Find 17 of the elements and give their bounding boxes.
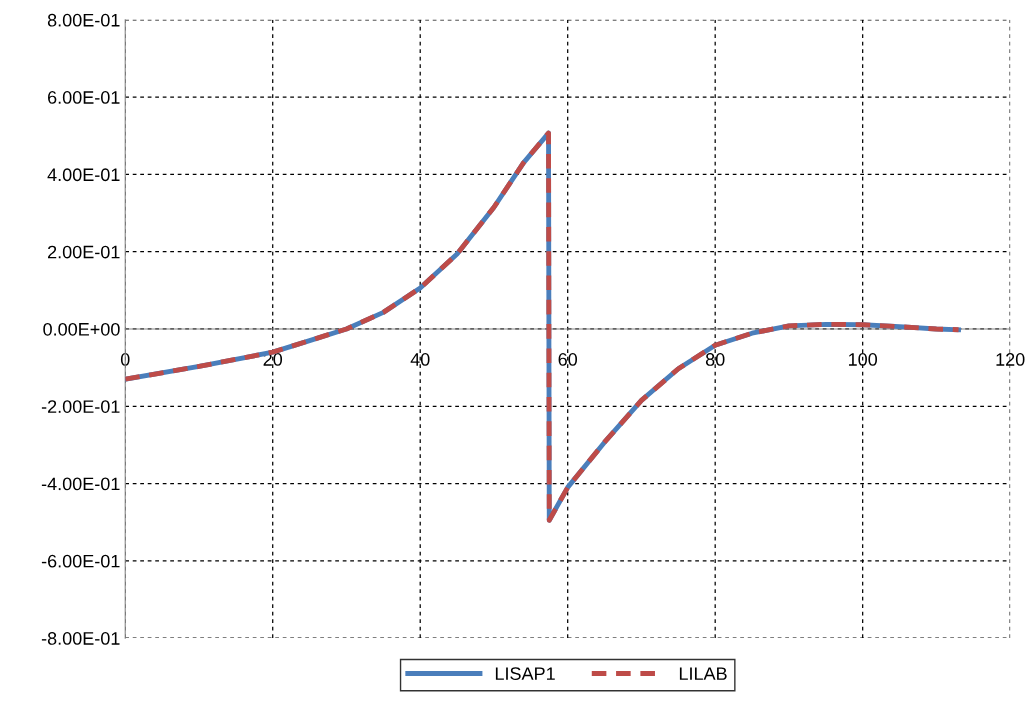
legend-label: LISAP1 [495, 667, 555, 680]
x-tick-label: 120 [996, 353, 1025, 366]
y-tick-label: 0.00E+00 [43, 322, 120, 336]
y-tick-label: -8.00E-01 [41, 632, 120, 645]
legend-label: LILAB [679, 667, 727, 680]
y-tick-label: 8.00E-01 [47, 13, 120, 27]
x-tick-label: 80 [705, 353, 725, 366]
y-tick-label: 4.00E-01 [47, 168, 120, 182]
x-tick-label: 0 [120, 353, 130, 366]
y-tick-label: -4.00E-01 [41, 477, 120, 491]
y-tick-label: 2.00E-01 [48, 245, 120, 259]
y-tick-label: -6.00E-01 [41, 554, 120, 568]
x-tick-label: 60 [558, 353, 578, 366]
x-tick-label: 40 [410, 353, 430, 366]
y-tick-label: -2.00E-01 [41, 400, 120, 413]
y-tick-label: 6.00E-01 [48, 91, 120, 104]
x-tick-label: 100 [848, 353, 878, 366]
